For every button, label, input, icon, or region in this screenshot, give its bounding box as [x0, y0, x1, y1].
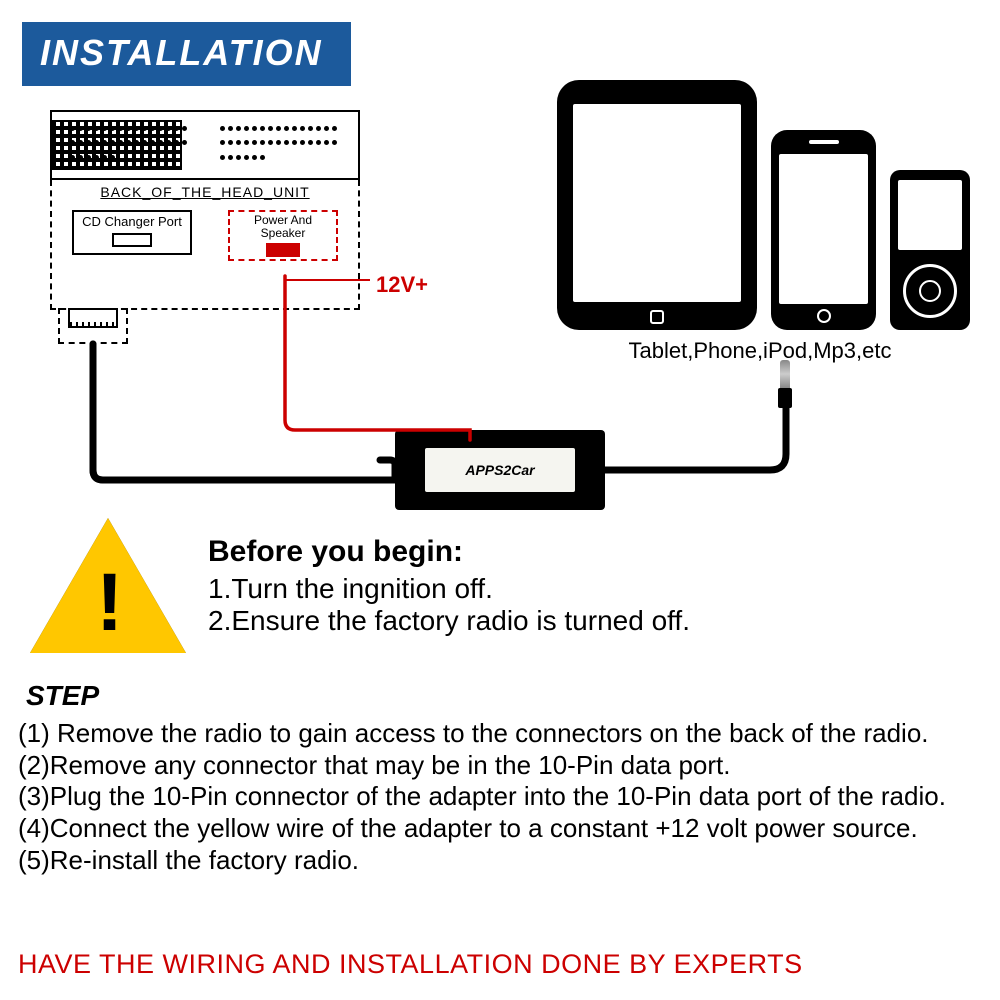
devices-caption: Tablet,Phone,iPod,Mp3,etc [560, 338, 960, 364]
power-port-slot [266, 243, 300, 257]
wiring-diagram: BACK_OF_THE_HEAD_UNIT CD Changer Port Po… [0, 80, 1000, 510]
warning-heading: Before you begin: [208, 535, 690, 569]
cd-port-label: CD Changer Port [82, 214, 182, 229]
device-group [557, 80, 970, 330]
adapter-box: APPS2Car [395, 430, 605, 510]
cd-changer-port: CD Changer Port [72, 210, 192, 255]
warning-text: Before you begin: 1.Turn the ingnition o… [208, 535, 690, 637]
phone-icon [771, 130, 876, 330]
head-unit-back: BACK_OF_THE_HEAD_UNIT CD Changer Port Po… [50, 180, 360, 310]
warning-item-2: 2.Ensure the factory radio is turned off… [208, 605, 690, 637]
head-unit-top [50, 110, 360, 180]
aux-jack-icon [778, 360, 792, 408]
step-3: (3)Plug the 10-Pin connector of the adap… [18, 781, 982, 812]
cd-port-slot [112, 233, 152, 247]
warning-section: Before you begin: 1.Turn the ingnition o… [30, 518, 690, 653]
warning-icon [30, 518, 186, 653]
head-unit: BACK_OF_THE_HEAD_UNIT CD Changer Port Po… [40, 110, 370, 310]
step-1: (1) Remove the radio to gain access to t… [18, 718, 982, 749]
voltage-label: 12V+ [376, 272, 428, 298]
steps-list: (1) Remove the radio to gain access to t… [18, 718, 982, 876]
step-heading: STEP [26, 680, 99, 712]
pin-array-left [70, 126, 190, 166]
tablet-icon [557, 80, 757, 330]
head-unit-label: BACK_OF_THE_HEAD_UNIT [52, 184, 358, 200]
power-speaker-port: Power And Speaker [228, 210, 338, 261]
step-5: (5)Re-install the factory radio. [18, 845, 982, 876]
warning-item-1: 1.Turn the ingnition off. [208, 573, 690, 605]
ipod-icon [890, 170, 970, 330]
adapter-brand-label: APPS2Car [425, 448, 575, 492]
step-4: (4)Connect the yellow wire of the adapte… [18, 813, 982, 844]
pin-array-right [220, 126, 340, 166]
power-port-label: Power And Speaker [254, 213, 312, 240]
footer-warning: HAVE THE WIRING AND INSTALLATION DONE BY… [18, 949, 803, 980]
adapter-connector [58, 308, 128, 344]
step-2: (2)Remove any connector that may be in t… [18, 750, 982, 781]
installation-banner: INSTALLATION [22, 22, 351, 86]
